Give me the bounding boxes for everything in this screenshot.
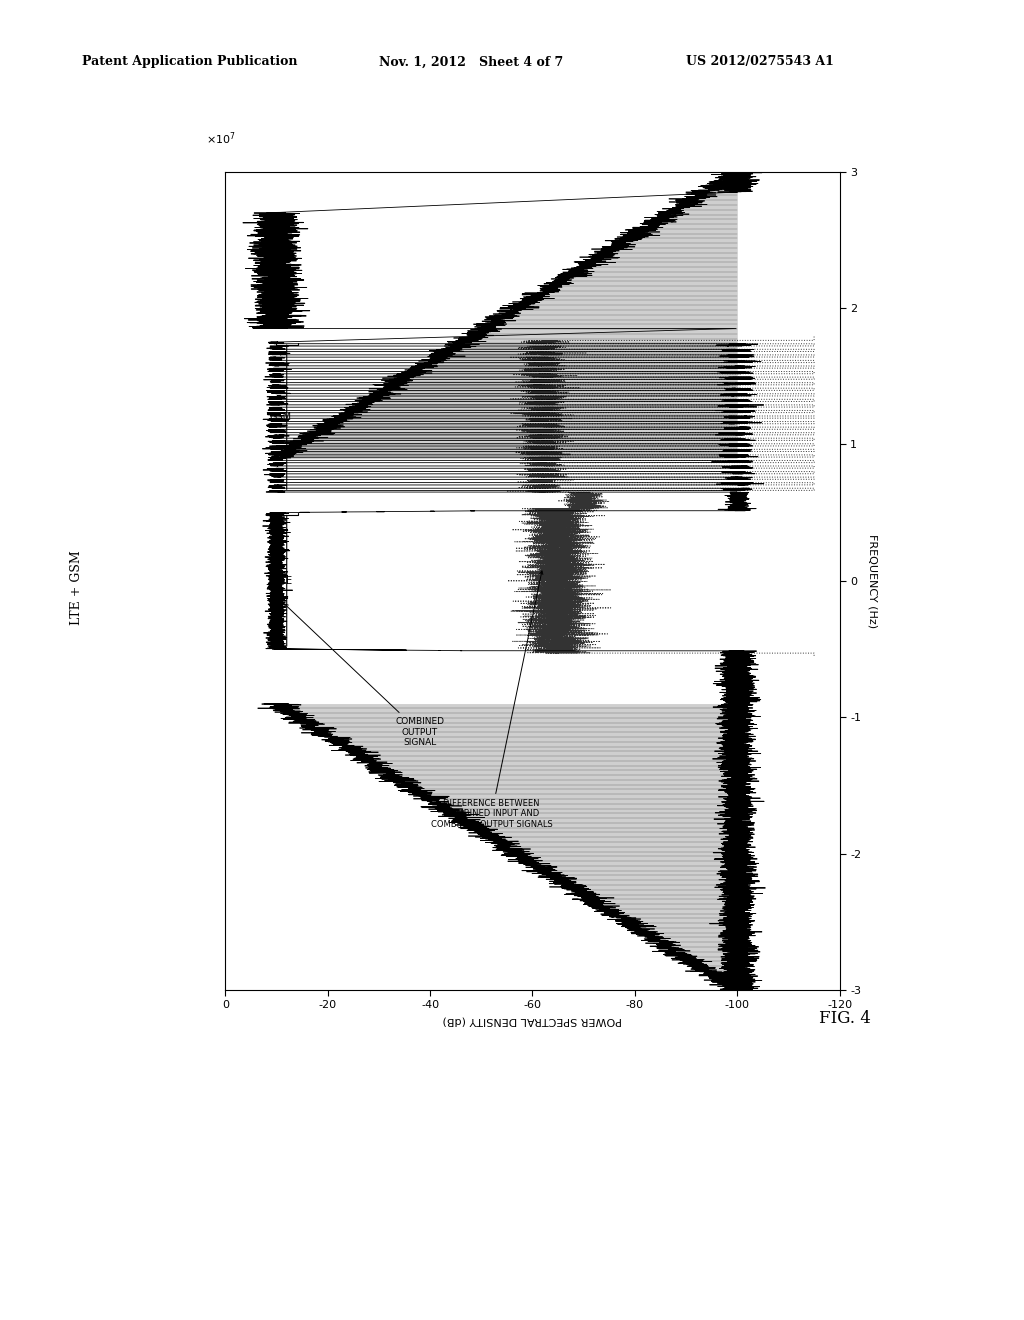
Text: US 2012/0275543 A1: US 2012/0275543 A1 xyxy=(686,55,834,69)
Text: DIFFERENCE BETWEEN
COMBINED INPUT AND
COMBINED OUTPUT SIGNALS: DIFFERENCE BETWEEN COMBINED INPUT AND CO… xyxy=(431,572,552,829)
Text: GSM: GSM xyxy=(269,412,292,422)
Y-axis label: FREQUENCY (Hz): FREQUENCY (Hz) xyxy=(868,533,878,628)
Text: Patent Application Publication: Patent Application Publication xyxy=(82,55,297,69)
Text: Nov. 1, 2012   Sheet 4 of 7: Nov. 1, 2012 Sheet 4 of 7 xyxy=(379,55,563,69)
X-axis label: POWER SPECTRAL DENSITY (dB): POWER SPECTRAL DENSITY (dB) xyxy=(442,1016,623,1026)
Text: LTE: LTE xyxy=(275,576,292,586)
Text: $\times 10^7$: $\times 10^7$ xyxy=(206,131,236,147)
Text: COMBINED
OUTPUT
SIGNAL: COMBINED OUTPUT SIGNAL xyxy=(285,605,444,747)
Text: FIG. 4: FIG. 4 xyxy=(819,1010,870,1027)
Text: LTE + GSM: LTE + GSM xyxy=(71,550,83,624)
